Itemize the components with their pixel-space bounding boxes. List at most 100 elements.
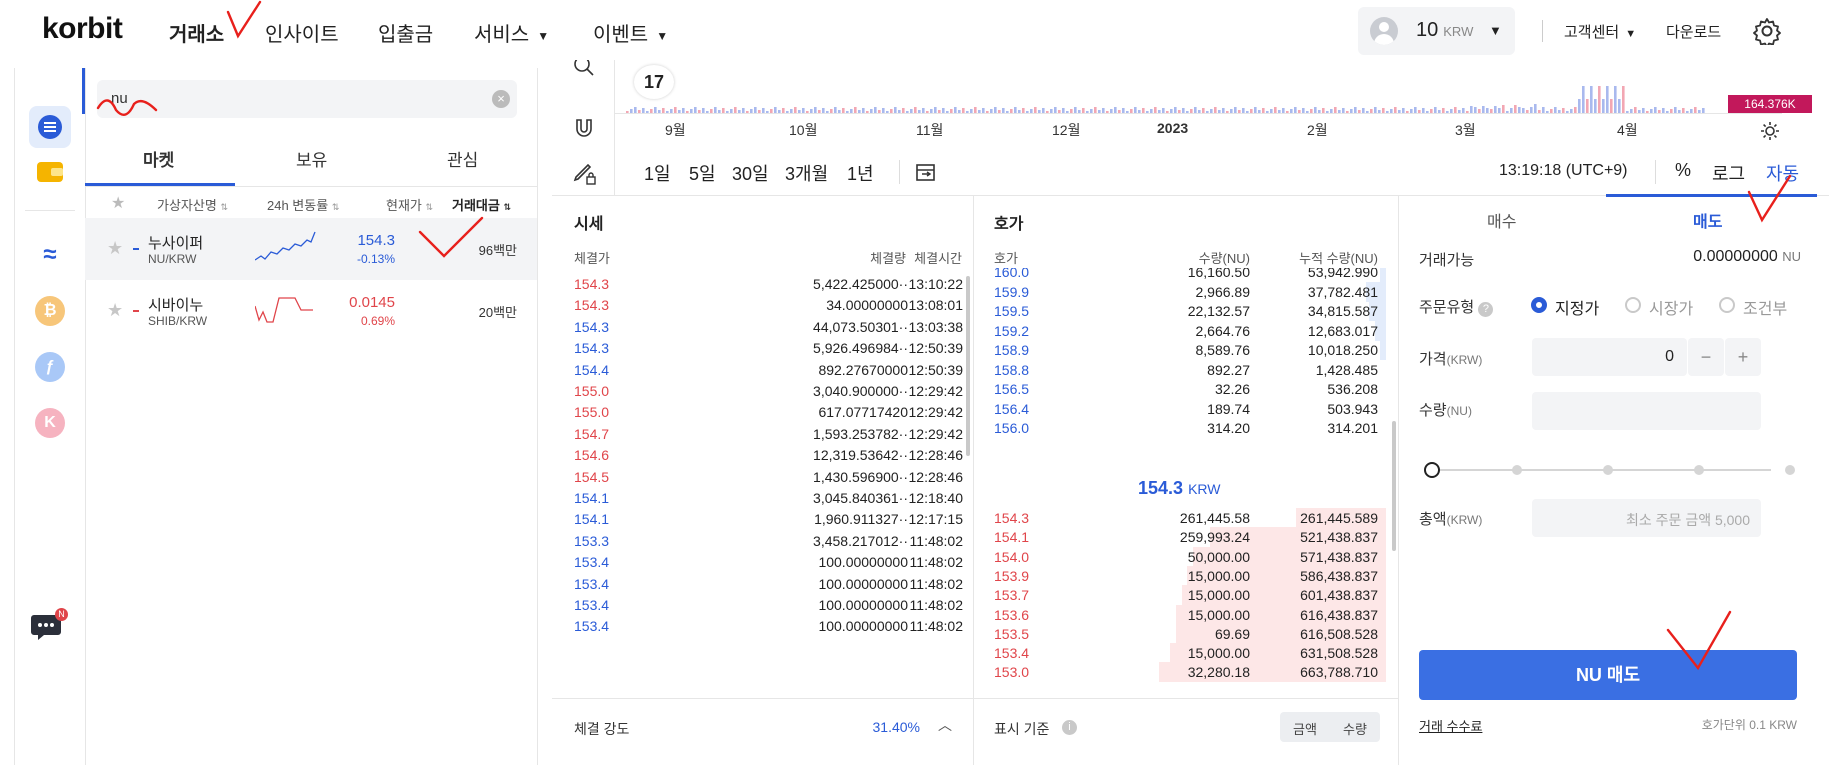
- price-input[interactable]: 0: [1532, 338, 1687, 376]
- bid-row[interactable]: 154.1 259,993.24 521,438.837: [974, 527, 1392, 548]
- ask-row[interactable]: 156.4 189.74 503.943: [974, 399, 1392, 419]
- ask-row[interactable]: 158.9 8,589.76 10,018.250: [974, 340, 1392, 360]
- chart-settings-icon[interactable]: [1759, 120, 1781, 142]
- col-price[interactable]: 현재가 ⇅: [386, 195, 433, 214]
- korbit-logo[interactable]: korbit: [42, 12, 123, 45]
- toggle-qty[interactable]: 수량: [1343, 722, 1367, 737]
- clear-icon[interactable]: ×: [492, 90, 510, 108]
- help-icon[interactable]: ?: [1478, 302, 1494, 317]
- sell-submit-button[interactable]: NU 매도: [1419, 650, 1797, 700]
- bid-row[interactable]: 153.6 15,000.00 616,438.837: [974, 604, 1392, 625]
- star-icon[interactable]: ★: [107, 300, 124, 320]
- period-3m[interactable]: 3개월: [785, 164, 829, 184]
- total-input[interactable]: 최소 주문 금액 5,000: [1532, 499, 1761, 537]
- tradingview-logo[interactable]: 17: [634, 65, 674, 99]
- market-row-shib[interactable]: ★ 시바이누 SHIB/KRW 0.0145 0.69% 20백만: [85, 280, 537, 342]
- active-indicator: [82, 68, 85, 114]
- nucypher-coin-icon[interactable]: ≈: [43, 241, 57, 268]
- radio-limit-label[interactable]: 지정가: [1555, 301, 1600, 318]
- price-decrement-button[interactable]: −: [1688, 338, 1724, 376]
- bid-row[interactable]: 154.0 50,000.00 571,438.837: [974, 546, 1392, 567]
- search-box[interactable]: nu ×: [97, 80, 517, 118]
- tab-market[interactable]: 마켓: [143, 151, 175, 170]
- star-icon[interactable]: ★: [107, 238, 124, 258]
- nav-event[interactable]: 이벤트 ▼: [593, 18, 668, 47]
- kyber-coin-icon[interactable]: K: [35, 408, 65, 438]
- filecoin-coin-icon[interactable]: ƒ: [35, 352, 65, 382]
- sort-icon: ⇅: [331, 202, 340, 212]
- scrollbar[interactable]: [1392, 421, 1396, 551]
- bid-row[interactable]: 154.3 261,445.58 261,445.589: [974, 508, 1392, 528]
- ask-row[interactable]: 159.2 2,664.76 12,683.017: [974, 320, 1392, 341]
- date-range-icon[interactable]: [914, 160, 938, 184]
- radio-conditional[interactable]: [1719, 297, 1735, 313]
- nav-exchange[interactable]: 거래소: [169, 24, 225, 46]
- ask-row[interactable]: 159.9 2,966.89 37,782.481: [974, 281, 1392, 302]
- slider-step[interactable]: [1694, 465, 1704, 475]
- pencil-lock-icon[interactable]: [572, 160, 598, 186]
- qty-input[interactable]: [1532, 392, 1761, 430]
- bid-row[interactable]: 153.9 15,000.00 586,438.837: [974, 565, 1392, 586]
- scale-percent[interactable]: %: [1675, 160, 1692, 180]
- download-link[interactable]: 다운로드: [1666, 24, 1722, 41]
- tab-sell[interactable]: 매도: [1693, 214, 1723, 231]
- volume-bar: [1310, 109, 1313, 113]
- qty-slider-handle[interactable]: [1424, 462, 1440, 478]
- col-asset-name[interactable]: 가상자산명 ⇅: [157, 195, 228, 214]
- zoom-icon[interactable]: [572, 60, 596, 78]
- radio-market[interactable]: [1625, 297, 1641, 313]
- bitcoin-coin-icon[interactable]: ₿: [35, 296, 65, 326]
- nav-service[interactable]: 서비스 ▼: [474, 18, 549, 47]
- period-30d[interactable]: 30일: [732, 164, 769, 184]
- wallet-icon[interactable]: [35, 158, 65, 186]
- col-volume[interactable]: 거래대금 ⇅: [452, 195, 511, 214]
- slider-step[interactable]: [1785, 465, 1795, 475]
- volume-bar: [794, 107, 797, 113]
- scale-auto[interactable]: 자동: [1766, 164, 1800, 184]
- info-icon[interactable]: i: [1062, 720, 1077, 735]
- ask-row[interactable]: 160.0 16,160.50 53,942.990: [974, 268, 1392, 282]
- volume-bar: [1586, 99, 1589, 113]
- rail-market-button[interactable]: [29, 106, 71, 148]
- ask-row[interactable]: 156.0 314.20 314.201: [974, 418, 1392, 438]
- bid-row[interactable]: 153.0 32,280.18 663,788.710: [974, 662, 1392, 683]
- ask-row[interactable]: 159.5 22,132.57 34,815.587: [974, 301, 1392, 321]
- tab-holdings[interactable]: 보유: [296, 151, 328, 170]
- tab-buy[interactable]: 매수: [1487, 214, 1517, 231]
- qty-slider-track[interactable]: [1431, 469, 1771, 471]
- scale-log[interactable]: 로그: [1712, 164, 1746, 184]
- chat-button[interactable]: N: [31, 608, 68, 641]
- scrollbar[interactable]: [966, 276, 970, 456]
- nav-deposit[interactable]: 입출금: [378, 24, 434, 46]
- period-1d[interactable]: 1일: [644, 164, 671, 184]
- balance-dropdown[interactable]: 10 KRW ▼: [1358, 7, 1515, 55]
- gear-icon[interactable]: [1753, 17, 1781, 45]
- fee-link[interactable]: 거래 수수료: [1419, 719, 1483, 734]
- price-increment-button[interactable]: +: [1725, 338, 1761, 376]
- period-1y[interactable]: 1년: [847, 164, 874, 184]
- slider-step[interactable]: [1603, 465, 1613, 475]
- chevron-up-icon[interactable]: ︿: [938, 717, 952, 733]
- list-icon: [38, 115, 62, 139]
- volume-bar: [1450, 109, 1453, 113]
- slider-step[interactable]: [1512, 465, 1522, 475]
- period-5d[interactable]: 5일: [689, 164, 716, 184]
- tab-favorites[interactable]: 관심: [447, 151, 479, 170]
- radio-limit[interactable]: [1531, 297, 1547, 313]
- market-row-nu[interactable]: ★ 누사이퍼 NU/KRW 154.3 -0.13% 96백만: [85, 218, 537, 280]
- magnet-icon[interactable]: [572, 117, 596, 141]
- radio-conditional-label[interactable]: 조건부: [1743, 301, 1788, 318]
- ask-row[interactable]: 156.5 32.26 536.208: [974, 379, 1392, 399]
- bid-row[interactable]: 153.4 15,000.00 631,508.528: [974, 643, 1392, 664]
- trade-row: 154.6 12,319.53642·· 12:28:46: [552, 445, 964, 466]
- col-change[interactable]: 24h 변동률 ⇅: [267, 195, 339, 214]
- volume-bar: [1282, 108, 1285, 113]
- radio-market-label[interactable]: 시장가: [1649, 301, 1694, 318]
- search-input[interactable]: nu: [111, 90, 128, 107]
- bid-row[interactable]: 153.5 69.69 616,508.528: [974, 623, 1392, 644]
- nav-insight[interactable]: 인사이트: [265, 24, 339, 46]
- support-menu[interactable]: 고객센터 ▼: [1564, 21, 1636, 42]
- bid-row[interactable]: 153.7 15,000.00 601,438.837: [974, 585, 1392, 606]
- ask-row[interactable]: 158.8 892.27 1,428.485: [974, 360, 1392, 380]
- toggle-amount[interactable]: 금액: [1293, 722, 1317, 737]
